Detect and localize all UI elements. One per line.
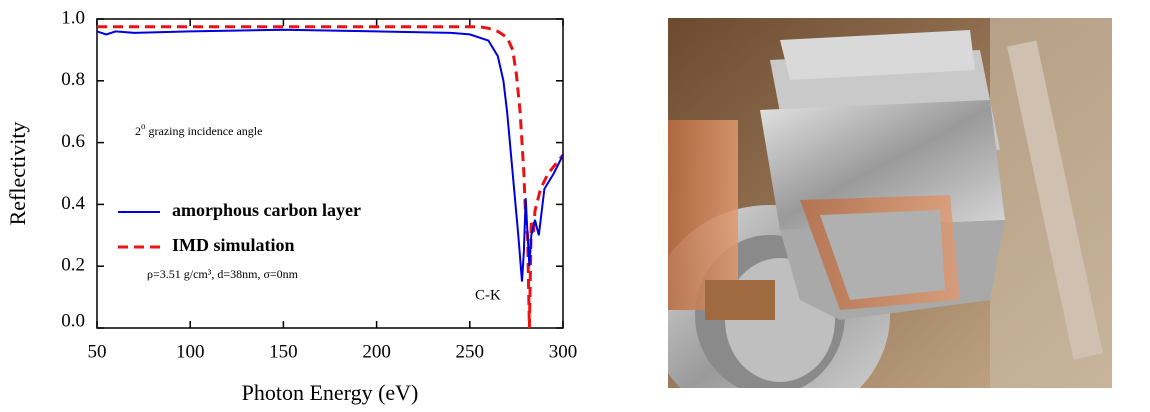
- y-axis-title: Reflectivity: [5, 122, 30, 226]
- parameters: ρ=3.51 g/cm³, d=38nm, σ=0nm: [147, 267, 299, 281]
- y-tick-label: 0.4: [61, 193, 85, 214]
- x-tick-label: 100: [176, 341, 205, 362]
- plot-frame: [96, 18, 564, 329]
- annotation-rest: grazing incidence angle: [146, 124, 263, 138]
- x-tick-label: 250: [456, 341, 485, 362]
- annotation: 2o grazing incidence angle: [135, 121, 262, 138]
- legend-label: amorphous carbon layer: [172, 200, 361, 220]
- x-tick-label: 50: [88, 341, 107, 362]
- data-line: [96, 28, 564, 282]
- photo: [668, 18, 1112, 388]
- y-tick-label: 0.6: [61, 131, 85, 152]
- data-line: [97, 25, 565, 329]
- x-tick-label: 150: [269, 341, 298, 362]
- x-axis-title: Photon Energy (eV): [242, 380, 419, 405]
- y-tick-label: 0.2: [61, 255, 85, 276]
- x-tick-label: 300: [549, 341, 578, 362]
- x-tick-label: 200: [362, 341, 391, 362]
- legend-label: IMD simulation: [172, 235, 295, 255]
- annotation-sup: o: [141, 121, 146, 131]
- y-tick-label: 1.0: [61, 7, 85, 28]
- y-tick-label: 0.8: [61, 69, 85, 90]
- y-tick-label: 0.0: [61, 310, 85, 331]
- annotation-main: 2: [135, 124, 141, 138]
- edge-label: C-K: [475, 287, 501, 303]
